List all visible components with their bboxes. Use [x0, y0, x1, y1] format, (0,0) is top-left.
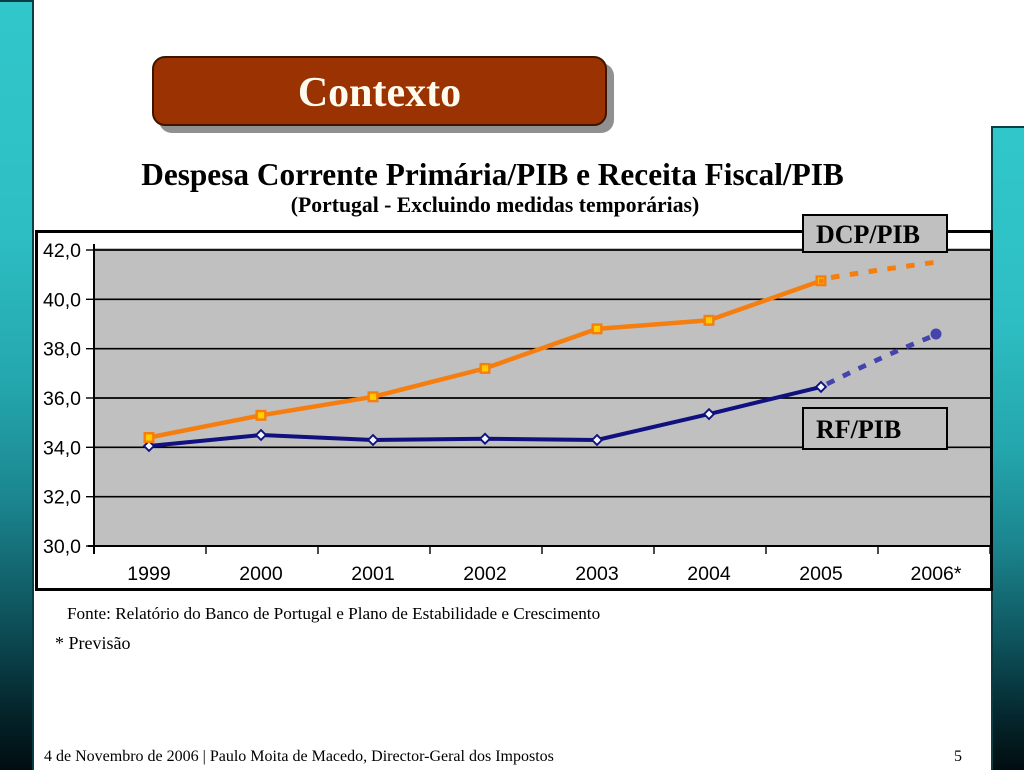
- svg-text:2003: 2003: [575, 563, 618, 585]
- svg-text:1999: 1999: [127, 563, 170, 585]
- svg-text:32,0: 32,0: [43, 487, 81, 509]
- svg-text:2006*: 2006*: [911, 563, 962, 585]
- svg-text:42,0: 42,0: [43, 240, 81, 262]
- svg-text:2004: 2004: [687, 563, 731, 585]
- svg-text:2000: 2000: [239, 563, 283, 585]
- svg-text:2002: 2002: [463, 563, 506, 585]
- svg-text:2005: 2005: [799, 563, 843, 585]
- svg-text:40,0: 40,0: [43, 289, 81, 311]
- svg-text:34,0: 34,0: [43, 437, 81, 459]
- svg-text:36,0: 36,0: [43, 388, 81, 410]
- svg-text:38,0: 38,0: [43, 339, 81, 361]
- svg-text:30,0: 30,0: [43, 536, 81, 558]
- svg-text:2001: 2001: [351, 563, 394, 585]
